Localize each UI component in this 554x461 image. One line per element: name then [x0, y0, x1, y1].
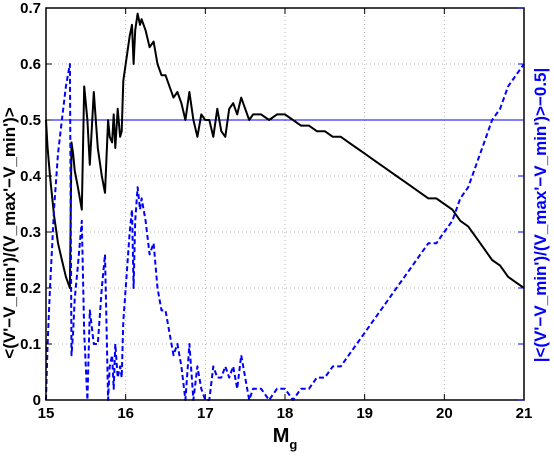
y-tick-label-left: 0	[33, 392, 41, 409]
y-tick-label-left: 0.1	[20, 336, 41, 353]
deviation-series-line	[45, 63, 525, 401]
x-axis-label-main: M	[273, 425, 290, 447]
x-tick-label: 15	[38, 405, 55, 422]
series-layer	[45, 12, 525, 401]
x-tick-label: 18	[277, 405, 294, 422]
y-tick-label-left: 0.4	[20, 168, 42, 185]
x-axis-label: Mg	[273, 425, 298, 452]
y-tick-label-left: 0.6	[20, 56, 41, 73]
x-tick-label: 17	[197, 405, 214, 422]
y-tick-label-left: 0.7	[20, 0, 41, 17]
x-axis-label-subscript: g	[289, 437, 297, 452]
y-tick-label-left: 0.5	[20, 112, 41, 129]
mean-series-line	[45, 12, 525, 289]
y-axis-label-left: <(V'−V_min')/(V_max'−V_min')>	[0, 107, 19, 359]
tick-layer: 15 16 17 18 19 20 21 0 0.1 0.2 0.3 0.4 0.5 0.6 0.7	[20, 0, 532, 422]
y-tick-label-left: 0.3	[20, 224, 41, 241]
x-tick-label: 19	[356, 405, 373, 422]
y-tick-label-left: 0.2	[20, 280, 41, 297]
x-tick-label: 20	[436, 405, 453, 422]
x-tick-label: 16	[117, 405, 134, 422]
y-axis-label-right: |<(V'−V_min')/(V_max'−V_min')>−0.5|	[531, 68, 550, 363]
x-tick-label: 21	[516, 405, 533, 422]
